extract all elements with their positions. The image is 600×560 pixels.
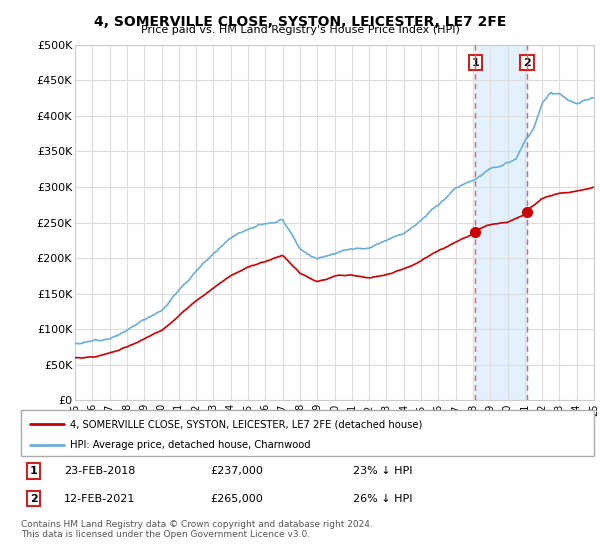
Bar: [475, 45, 527, 400]
Text: 4, SOMERVILLE CLOSE, SYSTON, LEICESTER, LE7 2FE: 4, SOMERVILLE CLOSE, SYSTON, LEICESTER, …: [94, 15, 506, 29]
Text: HPI: Average price, detached house, Charnwood: HPI: Average price, detached house, Char…: [70, 440, 310, 450]
Text: 12-FEB-2021: 12-FEB-2021: [64, 493, 136, 503]
Text: 23% ↓ HPI: 23% ↓ HPI: [353, 466, 413, 476]
Text: £265,000: £265,000: [210, 493, 263, 503]
Text: 1: 1: [30, 466, 37, 476]
Text: 1: 1: [472, 58, 479, 68]
Text: £237,000: £237,000: [210, 466, 263, 476]
Text: 2: 2: [523, 58, 531, 68]
Text: 4, SOMERVILLE CLOSE, SYSTON, LEICESTER, LE7 2FE (detached house): 4, SOMERVILLE CLOSE, SYSTON, LEICESTER, …: [70, 419, 422, 430]
Text: Contains HM Land Registry data © Crown copyright and database right 2024.
This d: Contains HM Land Registry data © Crown c…: [21, 520, 373, 539]
Text: 26% ↓ HPI: 26% ↓ HPI: [353, 493, 413, 503]
Text: 2: 2: [30, 493, 37, 503]
Text: 23-FEB-2018: 23-FEB-2018: [64, 466, 136, 476]
Text: Price paid vs. HM Land Registry's House Price Index (HPI): Price paid vs. HM Land Registry's House …: [140, 25, 460, 35]
